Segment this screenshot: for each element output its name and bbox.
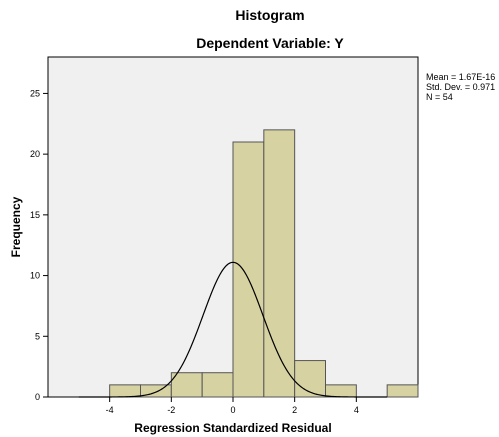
histogram-bar-0 [109,384,141,398]
histogram-bar-2 [170,372,203,398]
histogram-bar-6 [294,360,326,398]
x-tick-label: -2 [167,405,175,415]
x-tick-label: 0 [230,405,235,415]
histogram-bar-5 [263,129,296,398]
histogram-bar-8 [386,384,419,398]
y-tick-label: 5 [35,331,40,341]
x-axis-label: Regression Standardized Residual [134,421,331,435]
chart-subtitle: Dependent Variable: Y [196,35,344,51]
x-axis-ticks: -4 -2 0 2 4 [106,397,359,415]
y-axis-ticks: 0 5 10 15 20 25 [30,88,48,402]
histogram-bar-3 [201,372,234,398]
stats-std-dev: Std. Dev. = 0.971 [426,82,495,92]
y-tick-label: 0 [35,392,40,402]
x-tick-label: -4 [106,405,114,415]
chart-title: Histogram [235,7,304,23]
stats-mean: Mean = 1.67E-16 [426,72,495,82]
stats-n: N = 54 [426,92,453,102]
x-tick-label: 2 [292,405,297,415]
y-tick-label: 10 [30,271,40,281]
y-axis-label: Frequency [9,196,23,257]
normal-curve [78,261,388,398]
y-tick-label: 20 [30,149,40,159]
y-tick-label: 15 [30,210,40,220]
histogram-bar-4 [232,141,265,398]
histogram-bar-7 [325,384,357,398]
y-tick-label: 25 [30,88,40,98]
x-tick-label: 4 [354,405,359,415]
bars-group [109,129,419,398]
